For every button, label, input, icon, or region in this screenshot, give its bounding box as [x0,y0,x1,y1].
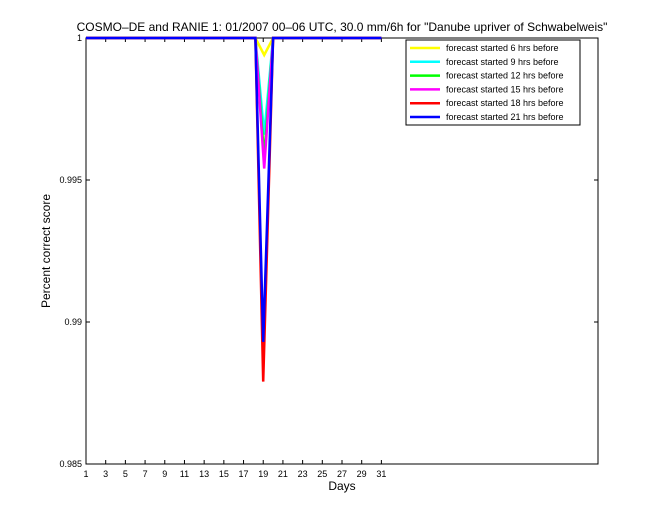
x-tick-label: 5 [123,469,128,479]
x-tick-label: 27 [337,469,347,479]
x-tick-label: 15 [219,469,229,479]
x-axis-label: Days [328,479,355,493]
legend-label: forecast started 15 hrs before [446,84,564,94]
legend-label: forecast started 9 hrs before [446,57,559,67]
x-tick-label: 23 [298,469,308,479]
y-tick-label: 0.985 [59,459,82,469]
y-tick-label: 1 [77,33,82,43]
x-tick-label: 9 [162,469,167,479]
x-tick-label: 19 [258,469,268,479]
x-tick-label: 17 [239,469,249,479]
x-tick-label: 11 [180,469,189,479]
x-tick-label: 29 [357,469,367,479]
legend-label: forecast started 6 hrs before [446,43,559,53]
y-tick-label: 0.99 [64,317,82,327]
legend-label: forecast started 21 hrs before [446,112,564,122]
chart-title: COSMO–DE and RANIE 1: 01/2007 00–06 UTC,… [77,20,608,34]
x-tick-label: 25 [317,469,327,479]
legend: forecast started 6 hrs before forecast st… [405,39,581,126]
x-tick-label: 1 [83,469,88,479]
x-tick-label: 7 [143,469,148,479]
legend-box [405,39,581,126]
x-tick-label: 21 [278,469,288,479]
legend-label: forecast started 18 hrs before [446,98,564,108]
legend-label: forecast started 12 hrs before [446,71,564,81]
y-axis-label: Percent correct score [39,194,53,308]
x-tick-label: 31 [376,469,386,479]
y-tick-label: 0.995 [59,175,82,185]
series-line-6 [86,36,382,342]
x-tick-label: 13 [199,469,209,479]
x-tick-label: 3 [103,469,108,479]
series-lines [86,36,382,382]
